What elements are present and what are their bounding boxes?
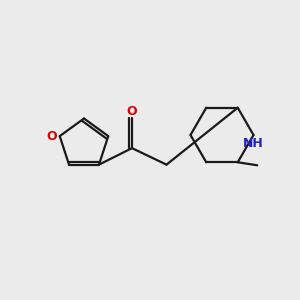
Text: O: O — [127, 105, 137, 118]
Text: O: O — [46, 130, 57, 142]
Text: NH: NH — [243, 137, 264, 150]
